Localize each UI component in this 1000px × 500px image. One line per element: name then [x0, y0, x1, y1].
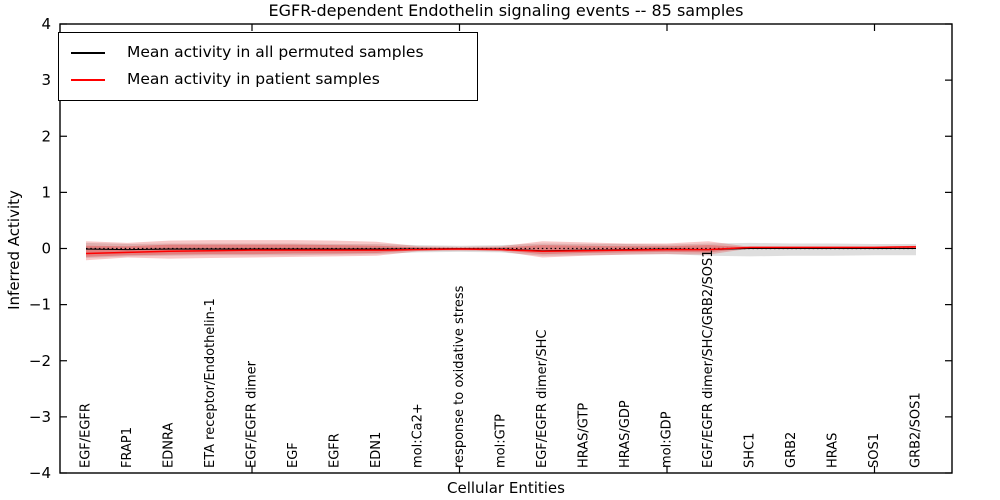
entity-label: SHC1: [743, 433, 758, 468]
entity-label: GRB2: [784, 432, 799, 468]
legend-item-label: Mean activity in patient samples: [127, 70, 380, 88]
entity-label: EDNRA: [162, 423, 177, 468]
entity-label: mol:GDP: [660, 411, 675, 468]
entity-label: EGFR: [328, 433, 343, 468]
legend-item-permuted: Mean activity in all permuted samples: [71, 39, 477, 66]
y-tick-label: 4: [41, 15, 51, 33]
y-tick-label: 1: [41, 183, 51, 201]
legend: Mean activity in all permuted samples Me…: [58, 32, 478, 101]
y-tick-label: −3: [29, 408, 51, 426]
y-tick-label: 2: [41, 127, 51, 145]
y-tick-label: 3: [41, 71, 51, 89]
mean-patient-line: [85, 246, 917, 255]
entity-label: EGF/EGFR dimer: [245, 360, 260, 468]
entity-label: mol:GTP: [494, 414, 509, 468]
y-tick-label: −4: [29, 464, 51, 482]
legend-item-label: Mean activity in all permuted samples: [127, 43, 424, 61]
axes-frame: [59, 23, 953, 474]
band-permuted-range: [86, 242, 916, 259]
entity-label: HRAS/GDP: [618, 400, 633, 468]
entity-label: response to oxidative stress: [452, 285, 467, 468]
y-tick-label: −1: [29, 296, 51, 314]
entity-label: GRB2/SOS1: [909, 392, 924, 468]
entity-label: EDN1: [369, 432, 384, 468]
permuted-line-sample-icon: [71, 51, 105, 54]
chart-title: EGFR-dependent Endothelin signaling even…: [268, 1, 744, 20]
legend-item-patient: Mean activity in patient samples: [71, 66, 477, 93]
entity-label: HRAS: [826, 433, 841, 468]
x-axis-label: Cellular Entities: [447, 479, 565, 497]
entity-label: FRAP1: [120, 427, 135, 468]
patient-line-sample-icon: [71, 78, 105, 81]
y-tick-label: −2: [29, 352, 51, 370]
entity-label: EGF/EGFR: [79, 403, 94, 468]
entity-label: mol:Ca2+: [411, 403, 426, 468]
y-tick-label: 0: [41, 240, 51, 258]
band-patient-range-inner: [86, 244, 916, 257]
entity-label: EGF/EGFR dimer/SHC: [535, 330, 550, 468]
entity-label: EGF/EGFR dimer/SHC/GRB2/SOS1: [701, 250, 716, 469]
entity-label: EGF: [286, 442, 301, 468]
entity-label: HRAS/GTP: [577, 403, 592, 468]
entity-label: SOS1: [867, 433, 882, 468]
entity-label: ETA receptor/Endothelin-1: [203, 298, 218, 468]
